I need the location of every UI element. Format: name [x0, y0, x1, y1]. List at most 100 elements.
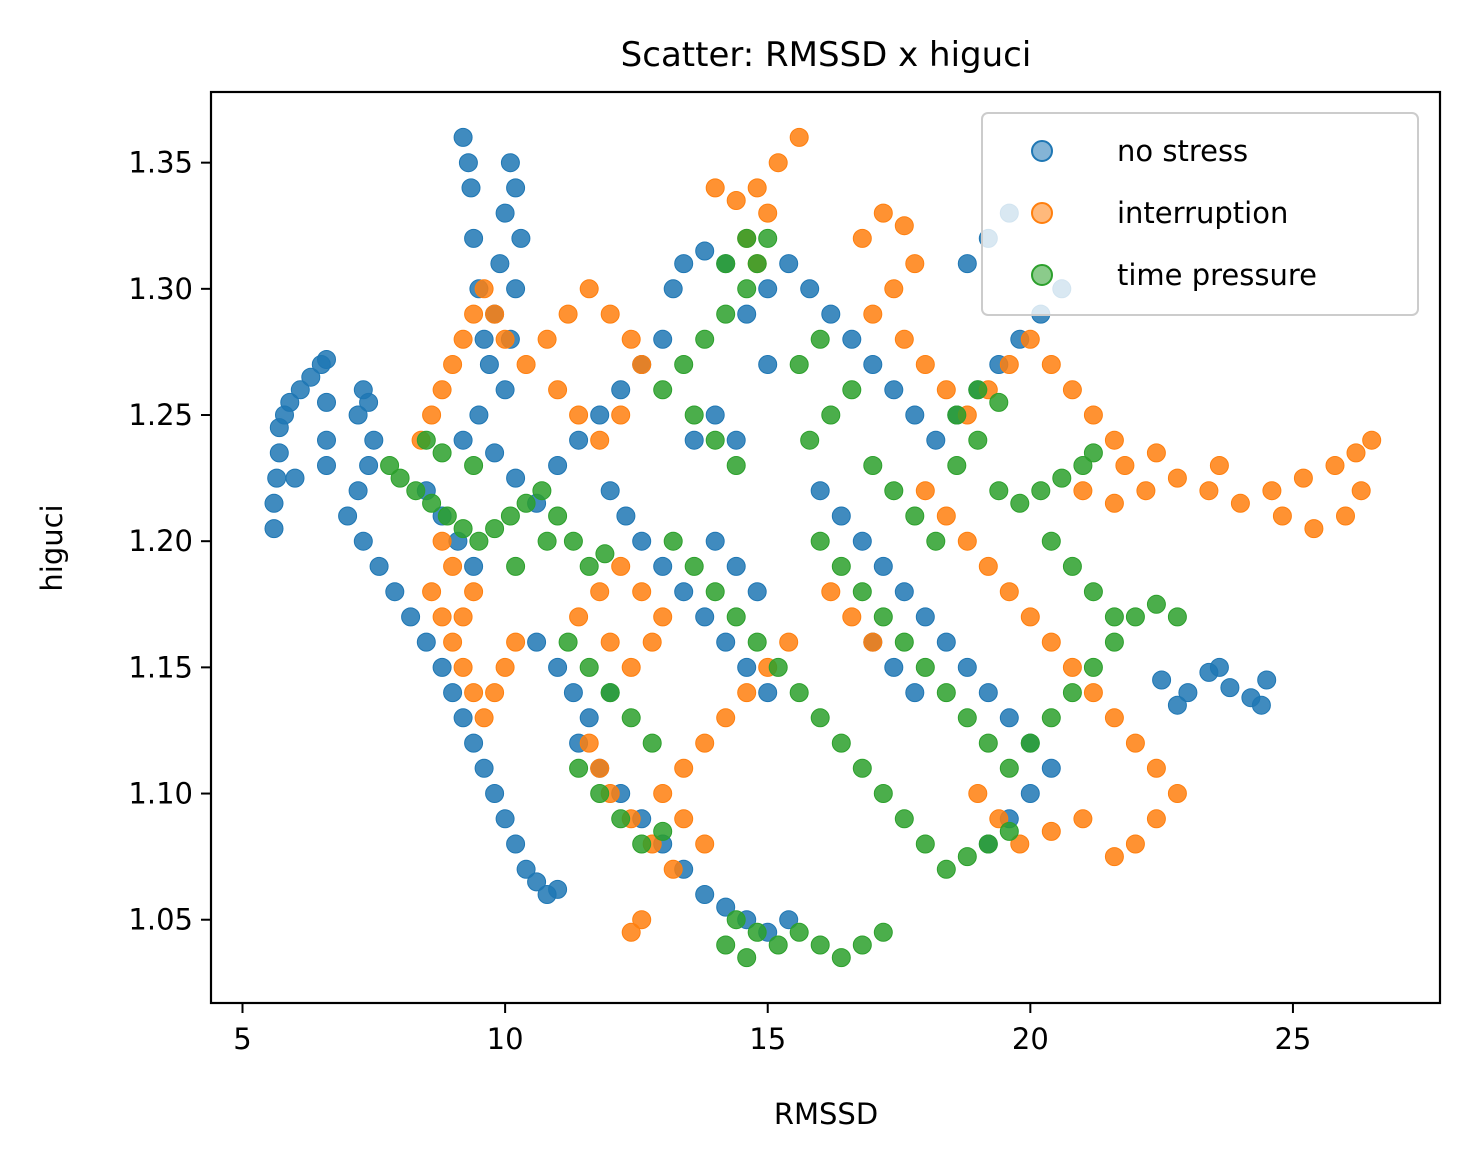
data-point [1178, 683, 1198, 703]
data-point [758, 203, 778, 223]
data-point [422, 493, 442, 513]
data-point [1062, 657, 1082, 677]
data-point [1031, 481, 1051, 501]
data-point [873, 784, 893, 803]
data-point [1104, 847, 1124, 867]
data-point [1336, 506, 1355, 526]
data-point [390, 468, 410, 488]
x-tick-label: 15 [749, 1022, 786, 1056]
data-point [1073, 809, 1093, 829]
data-point [632, 582, 652, 602]
data-point [443, 556, 463, 576]
data-point [464, 304, 484, 324]
data-point [705, 531, 725, 551]
data-point [1052, 468, 1072, 488]
data-point [978, 556, 998, 576]
data-point [590, 582, 610, 602]
data-point [1020, 607, 1040, 627]
data-point [716, 304, 736, 324]
data-point [1041, 708, 1061, 728]
data-point [579, 556, 599, 576]
data-point [1073, 456, 1093, 475]
data-point [464, 683, 484, 703]
data-point [831, 733, 851, 753]
x-tick-label: 5 [233, 1022, 251, 1056]
series-interruption [411, 127, 1382, 942]
data-point [495, 809, 515, 829]
data-point [453, 708, 473, 728]
data-point [579, 657, 599, 677]
data-point [1041, 355, 1061, 374]
data-point [485, 304, 505, 324]
data-point [873, 607, 893, 627]
data-point [905, 683, 925, 703]
legend-items: no stress interruption time pressure [1031, 134, 1317, 292]
data-point [926, 531, 946, 551]
data-point [317, 456, 336, 475]
data-point [684, 430, 704, 450]
data-point [1125, 834, 1145, 854]
data-point [338, 506, 358, 526]
data-point [453, 127, 473, 147]
data-point [663, 531, 683, 551]
y-tick-label: 1.25 [128, 398, 193, 432]
data-point [464, 228, 484, 248]
data-point [789, 922, 809, 942]
data-point [936, 506, 956, 526]
data-point [821, 304, 841, 324]
data-point [364, 430, 384, 450]
data-point [894, 582, 914, 602]
data-point [1325, 456, 1345, 475]
data-point [926, 430, 946, 450]
data-point [380, 456, 400, 475]
data-point [1073, 481, 1093, 501]
data-point [884, 481, 904, 501]
data-point [506, 178, 526, 198]
legend: no stress interruption time pressure [981, 112, 1419, 316]
data-point [527, 632, 547, 652]
data-point [401, 607, 421, 627]
y-tick-label: 1.15 [128, 650, 193, 684]
data-point [852, 758, 872, 778]
data-point [621, 657, 641, 677]
data-point [485, 519, 505, 539]
data-point [789, 127, 809, 147]
data-point [269, 443, 289, 463]
data-point [443, 632, 463, 652]
data-point [905, 405, 925, 425]
data-point [548, 456, 568, 475]
data-point [1083, 657, 1103, 677]
data-point [989, 809, 1009, 829]
data-point [758, 279, 778, 299]
data-point [359, 456, 379, 475]
data-point [453, 657, 473, 677]
data-point [479, 355, 499, 374]
data-point [747, 922, 767, 942]
data-point [621, 922, 641, 942]
data-point [632, 355, 652, 374]
y-tick-label: 1.10 [128, 777, 193, 811]
data-point [511, 228, 531, 248]
data-point [1104, 708, 1124, 728]
data-point [458, 153, 478, 173]
data-point [1115, 456, 1135, 475]
data-point [873, 922, 893, 942]
data-point [1020, 784, 1040, 803]
data-point [957, 657, 977, 677]
data-point [1152, 670, 1172, 690]
data-point [1346, 443, 1366, 463]
data-point [905, 254, 925, 274]
data-point [516, 493, 536, 513]
data-point [663, 279, 683, 299]
data-point [474, 329, 494, 349]
data-point [632, 531, 652, 551]
data-point [684, 405, 704, 425]
data-point [800, 430, 820, 450]
data-point [485, 683, 505, 703]
data-point [989, 481, 1009, 501]
data-point [506, 279, 526, 299]
data-point [821, 405, 841, 425]
data-point [1083, 405, 1103, 425]
data-point [569, 607, 589, 627]
data-point [936, 632, 956, 652]
